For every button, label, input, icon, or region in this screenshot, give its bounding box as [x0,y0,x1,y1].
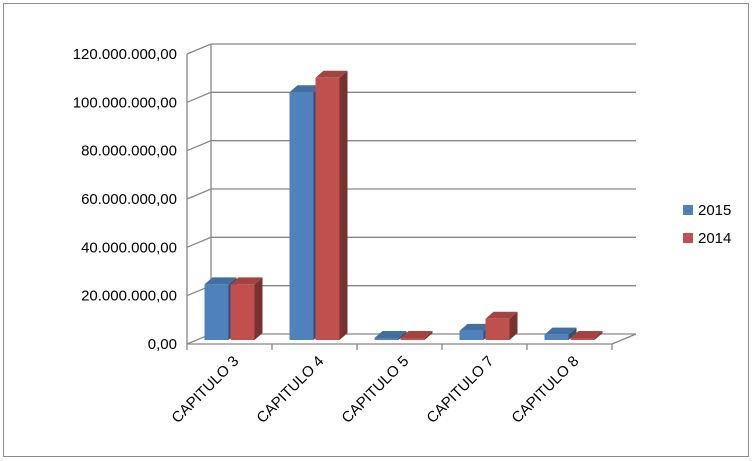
x-tick-label: CAPITULO 4 [253,353,327,427]
bar-side [398,331,407,340]
bar-front [204,284,229,340]
x-tick-label: CAPITULO 3 [168,353,242,427]
bar [374,331,407,340]
y-tick-label: 100.000.000,00 [73,94,177,111]
gridline [186,140,636,152]
legend-swatch [683,205,693,215]
y-tick-label: 40.000.000,00 [81,239,177,256]
gridline [186,43,636,55]
y-tick-label: 20.000.000,00 [81,288,177,305]
bar-front [289,92,314,341]
bar-front [315,77,340,341]
bar-top [570,331,603,338]
floor-edge [611,333,637,345]
y-axis-ticks: 0,00 20.000.000,00 40.000.000,00 60.000.000… [73,46,177,353]
chart-frame: 0,00 20.000.000,00 40.000.000,00 60.000.000… [3,3,749,457]
bar-front [230,284,255,340]
bar [230,277,263,340]
bar-front [570,338,595,340]
bar-top [459,323,492,331]
bar-top [544,327,577,335]
bar-front [544,334,569,340]
x-tick-label: CAPITULO 8 [508,353,582,427]
bar-chart: 0,00 20.000.000,00 40.000.000,00 60.000.000… [73,43,731,427]
legend: 2015 2014 [683,202,731,247]
bar [485,311,518,340]
bar-side [568,327,577,340]
x-tick-label: CAPITULO 5 [338,353,412,427]
bar [544,327,577,340]
y-tick-label: 0,00 [148,336,177,353]
bar-top [400,331,433,338]
y-tick-label: 120.000.000,00 [73,46,177,63]
bar-top [374,331,407,338]
bar-front [459,330,484,340]
bar [400,331,433,340]
bar [570,331,603,340]
gridlines [186,43,637,350]
bar-side [339,70,348,341]
bar-top [204,277,237,285]
gridline [186,236,636,248]
bar-side [594,331,603,340]
gridline [186,188,636,200]
bar-top [485,311,518,319]
bar-top [230,277,263,285]
bar-top [289,85,322,93]
bar-side [424,331,433,340]
y-tick-label: 60.000.000,00 [81,191,177,208]
legend-label: 2014 [698,230,731,247]
gridline [186,91,636,103]
bar-side [509,311,518,340]
legend-label: 2015 [698,202,731,219]
x-tick-label: CAPITULO 7 [423,353,497,427]
bar-top [315,70,348,78]
bar-front [374,338,399,340]
bar [315,70,348,341]
bar-side [254,277,263,340]
x-axis-ticks: CAPITULO 3 CAPITULO 4 CAPITULO 5 CAPITULO 7… [168,353,582,427]
bars [204,70,603,341]
y-tick-label: 80.000.000,00 [81,143,177,160]
legend-swatch [683,233,693,243]
bar-front [400,338,425,340]
bar-front [485,318,510,340]
